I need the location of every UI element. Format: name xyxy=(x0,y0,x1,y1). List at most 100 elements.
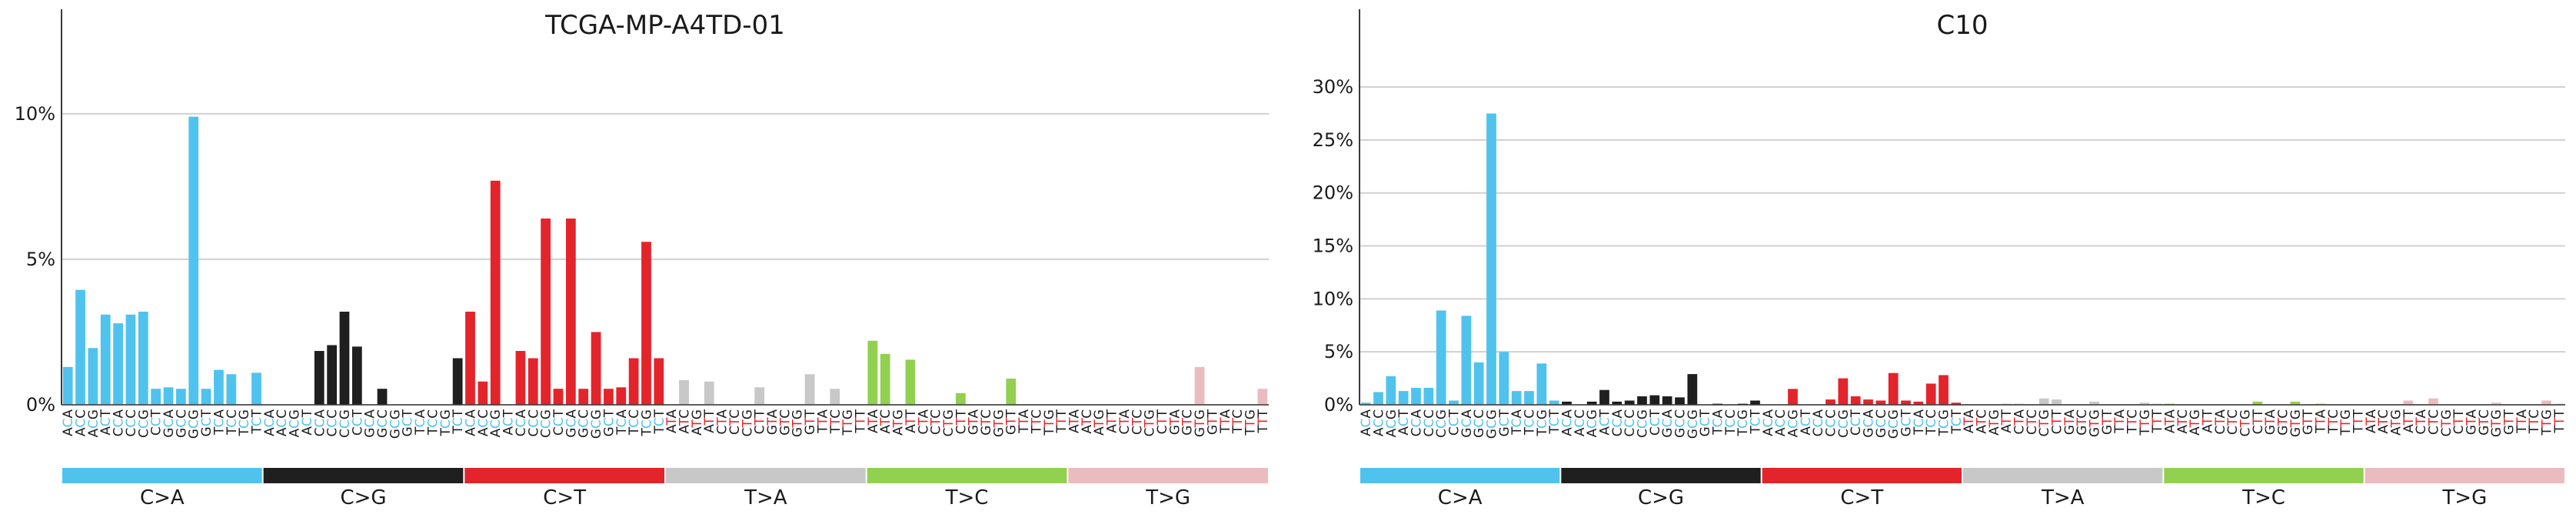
bar-CtoG-TCT xyxy=(1750,400,1760,405)
x-tick-label: ATA xyxy=(866,409,881,433)
x-tick-label: TCG xyxy=(438,409,454,436)
bar-CtoT-GCA xyxy=(565,218,576,405)
bar-TtoG-CTC xyxy=(2428,398,2438,405)
x-tick-label: TCT xyxy=(1949,409,1965,434)
x-tick-label: GCA xyxy=(1459,409,1475,438)
x-tick-label: TCG xyxy=(237,409,252,436)
x-tick-label: CTC xyxy=(2225,409,2241,435)
group-bar-CtoA xyxy=(62,468,262,483)
group-bar-TtoG xyxy=(2365,468,2564,483)
x-tick-label: CTA xyxy=(2213,409,2228,435)
x-tick-label: TTC xyxy=(1029,409,1044,434)
x-tick-label: TTG xyxy=(2138,409,2153,436)
x-tick-label: CCC xyxy=(526,409,541,437)
bar-CtoG-CCG xyxy=(339,311,350,405)
bar-CtoA-GCC xyxy=(175,389,186,405)
x-tick-label: TCA xyxy=(1509,409,1525,436)
bar-CtoA-CCT xyxy=(151,389,161,405)
x-tick-label: ACT xyxy=(98,409,114,435)
group-label: T>A xyxy=(744,486,787,509)
x-tick-label: GCG xyxy=(1886,409,1902,439)
x-tick-label: CTT xyxy=(1155,409,1170,434)
x-tick-label: TTC xyxy=(828,409,844,434)
x-tick-label: TCG xyxy=(1535,409,1550,436)
x-tick-label: TTA xyxy=(2314,409,2329,434)
x-tick-label: ACT xyxy=(300,409,315,435)
x-tick-label: CCT xyxy=(551,409,567,436)
x-tick-label: CCT xyxy=(350,409,365,436)
x-tick-label: TCA xyxy=(413,409,428,436)
x-tick-label: GCT xyxy=(401,409,416,436)
bar-TtoA-TTC xyxy=(830,389,840,405)
x-tick-label: TCT xyxy=(1547,409,1563,434)
group-label: C>G xyxy=(1638,486,1684,509)
x-tick-label: GTG xyxy=(790,409,806,437)
bar-CtoT-GCG xyxy=(591,332,601,405)
y-tick-label: 15% xyxy=(1313,235,1353,257)
bar-CtoA-GCC xyxy=(1473,362,1484,405)
x-tick-label: GTG xyxy=(2288,409,2304,437)
group-bar-CtoA xyxy=(1360,468,1560,483)
bar-TtoG-TTT xyxy=(1257,389,1268,405)
bar-CtoT-GCG xyxy=(1888,372,1899,405)
bar-CtoG-CCC xyxy=(327,345,337,405)
x-tick-label: GTA xyxy=(1167,409,1183,436)
x-tick-label: GTA xyxy=(2465,409,2480,436)
x-tick-label: TCT xyxy=(652,409,667,434)
bar-CtoT-GCC xyxy=(1875,400,1886,405)
x-tick-label: CCG xyxy=(338,409,353,438)
x-tick-label: GCC xyxy=(1673,409,1689,438)
x-tick-label: GTC xyxy=(2477,409,2492,436)
x-tick-label: GCA xyxy=(1660,409,1676,438)
x-tick-label: TCC xyxy=(225,409,240,436)
x-tick-label: GTC xyxy=(2075,409,2090,436)
bar-CtoG-TCT xyxy=(452,358,463,405)
x-tick-label: GTT xyxy=(1004,409,1020,435)
x-tick-label: CCA xyxy=(1409,409,1425,437)
bar-CtoT-ACA xyxy=(465,311,475,405)
x-tick-label: CTA xyxy=(916,409,931,435)
x-tick-label: TCG xyxy=(1937,409,1952,436)
x-tick-label: GCA xyxy=(1862,409,1877,438)
bar-CtoT-CCG xyxy=(541,218,551,405)
bar-CtoA-ACG xyxy=(1386,376,1396,405)
chart-panel-2: C100%5%10%15%20%25%30%ACAACCACGACTCCACCC… xyxy=(1313,9,2568,509)
x-tick-label: CCG xyxy=(539,409,554,438)
bar-CtoT-CCA xyxy=(515,351,526,405)
x-tick-label: ATA xyxy=(1067,409,1083,433)
x-tick-label: CTT xyxy=(954,409,969,434)
group-label: T>C xyxy=(945,486,989,509)
bar-CtoT-GCA xyxy=(1863,399,1873,405)
x-tick-label: TCG xyxy=(639,409,654,436)
y-tick-label: 0% xyxy=(1324,394,1353,416)
x-tick-label: GCG xyxy=(589,409,604,439)
x-tick-label: ATA xyxy=(664,409,680,433)
bar-CtoG-ACA xyxy=(1562,401,1572,405)
x-tick-label: ACC xyxy=(74,409,89,436)
x-tick-label: CTT xyxy=(753,409,768,434)
x-tick-label: GCG xyxy=(1485,409,1500,439)
x-tick-label: ACC xyxy=(1372,409,1387,436)
x-tick-label: GCA xyxy=(363,409,378,438)
x-tick-label: CTG xyxy=(1143,409,1158,436)
x-tick-label: GCT xyxy=(1497,409,1513,436)
x-tick-label: GCT xyxy=(1899,409,1915,436)
x-tick-label: GCT xyxy=(1698,409,1713,436)
x-tick-label: ATC xyxy=(2175,409,2191,434)
y-tick-label: 10% xyxy=(15,103,55,125)
group-label: C>G xyxy=(340,486,386,509)
bar-TtoA-ATC xyxy=(679,379,689,405)
bar-CtoG-ACT xyxy=(1599,389,1609,405)
x-tick-label: TTT xyxy=(1256,409,1271,433)
x-tick-label: TTT xyxy=(1054,409,1070,433)
x-tick-label: CCC xyxy=(325,409,341,437)
group-bar-CtoT xyxy=(1762,468,1962,483)
bar-TtoC-GTT xyxy=(1006,378,1017,405)
x-tick-label: TTG xyxy=(1042,409,1057,436)
bar-TtoG-GTG xyxy=(1194,366,1205,405)
x-tick-label: ATC xyxy=(1975,409,1990,434)
x-tick-label: ATC xyxy=(2376,409,2391,434)
bar-CtoT-TCA xyxy=(1913,401,1924,405)
bar-TtoG-ATT xyxy=(2403,400,2414,405)
x-tick-label: TTA xyxy=(2514,409,2530,434)
